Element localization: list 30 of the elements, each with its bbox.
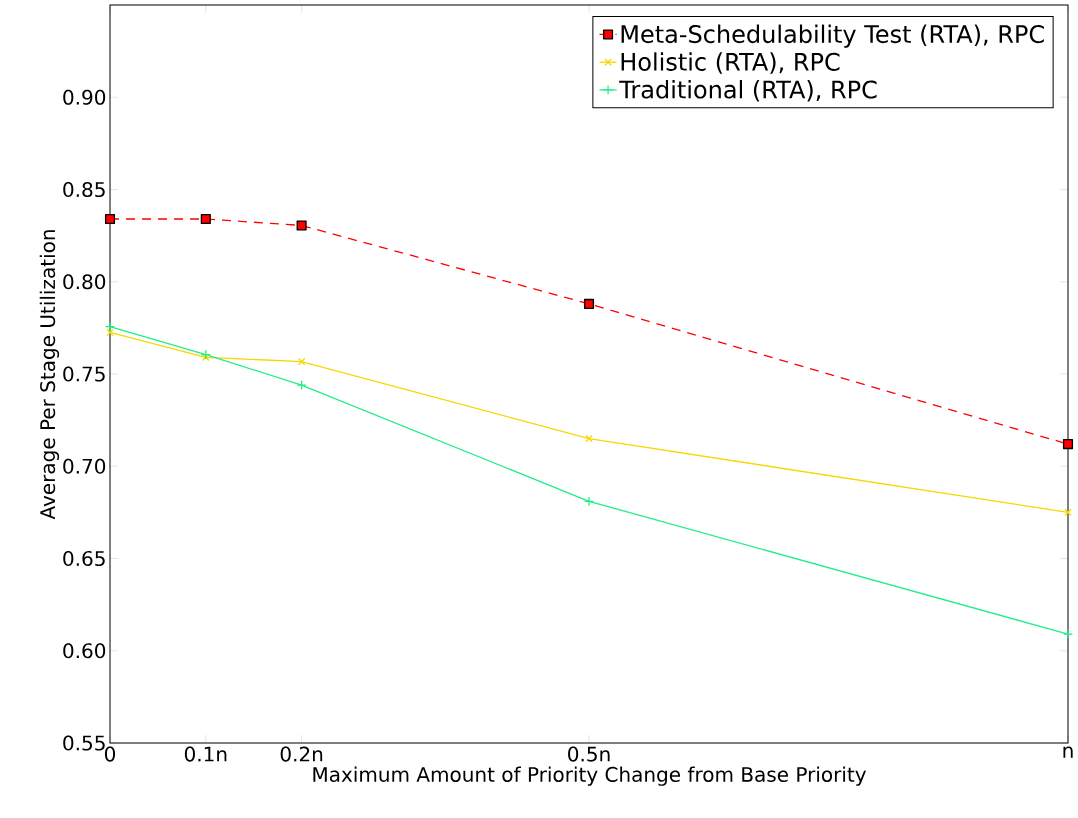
- x-axis-title: Maximum Amount of Priority Change from Base Priority: [313, 766, 866, 786]
- x-tick-label: 0.2n: [280, 746, 323, 762]
- y-axis-title: Average Per Stage Utilization: [39, 230, 60, 520]
- point: [1064, 508, 1072, 517]
- legend-label: Holistic (RTA), RPC: [621, 52, 840, 74]
- y-tick-label: 0.60: [63, 643, 106, 659]
- point: [296, 380, 307, 391]
- y-tick-label: 0.65: [63, 550, 105, 567]
- point: [583, 298, 595, 309]
- y-tick-label: 0.80: [63, 274, 106, 290]
- x-tick-label: 0.1n: [184, 746, 227, 762]
- x-tick-label: 0: [104, 746, 116, 762]
- point: [104, 213, 116, 225]
- point: [1062, 629, 1074, 640]
- point: [106, 328, 114, 337]
- x-tick-label: n: [1063, 746, 1073, 758]
- point: [1062, 439, 1074, 450]
- point: [296, 220, 307, 231]
- y-tick-label: 0.90: [63, 89, 106, 105]
- point: [583, 496, 595, 507]
- legend-label: Meta-Schedulability Test (RTA), RPC: [621, 24, 1044, 48]
- legend-label: Traditional (RTA), RPC: [619, 80, 877, 102]
- point: [585, 434, 593, 443]
- y-tick-label: 0.75: [63, 366, 105, 382]
- y-tick-label: 0.70: [63, 458, 106, 474]
- y-tick-label: 0.55: [63, 735, 105, 751]
- point: [200, 213, 211, 225]
- x-tick-label: 0.5n: [568, 746, 610, 762]
- y-tick-label: 0.85: [63, 181, 105, 198]
- point: [104, 321, 116, 332]
